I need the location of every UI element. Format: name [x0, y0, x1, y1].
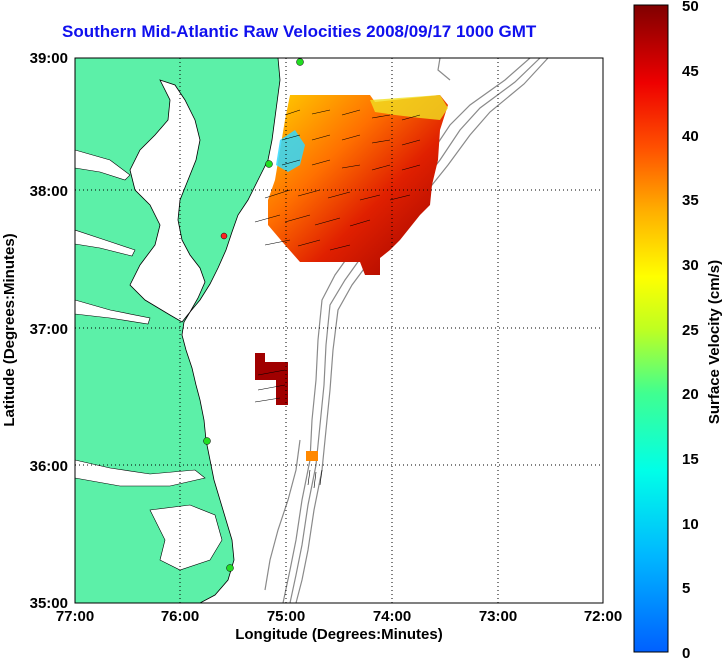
- colorbar-ticks: 50 45 40 35 30 25 20 15 10 5 0: [682, 0, 699, 659]
- river-inlet: [75, 299, 151, 325]
- x-axis-ticks: 77:00 76:00 75:00 74:00 73:00 72:00: [56, 608, 622, 625]
- y-tick-label: 38:00: [30, 183, 68, 200]
- x-tick-label: 77:00: [56, 608, 94, 625]
- station-marker-red: [220, 232, 228, 240]
- land-mass: [75, 58, 281, 603]
- y-tick-label: 35:00: [30, 595, 68, 612]
- colorbar-tick-label: 50: [682, 0, 699, 15]
- colorbar-tick-label: 40: [682, 128, 699, 145]
- y-tick-label: 37:00: [30, 321, 68, 338]
- x-axis-label: Longitude (Degrees:Minutes): [235, 626, 443, 643]
- x-tick-label: 72:00: [584, 608, 622, 625]
- colorbar-tick-label: 10: [682, 516, 699, 533]
- colorbar-tick-label: 20: [682, 386, 699, 403]
- velocity-patch-cool: [276, 130, 305, 172]
- colorbar-tick-label: 25: [682, 322, 699, 339]
- velocity-patch-yellow: [370, 95, 448, 120]
- y-axis-label: Latitude (Degrees:Minutes): [1, 233, 18, 426]
- plot-frame: [74, 57, 604, 604]
- x-tick-label: 73:00: [479, 608, 517, 625]
- station-markers: [203, 58, 304, 572]
- colorbar-tick-label: 0: [682, 645, 690, 659]
- velocity-patch-south: [255, 353, 288, 405]
- colorbar-tick-label: 15: [682, 451, 699, 468]
- x-tick-label: 74:00: [373, 608, 411, 625]
- map-title: Southern Mid-Atlantic Raw Velocities 200…: [62, 22, 537, 41]
- x-tick-label: 75:00: [267, 608, 305, 625]
- bathymetry-contours: [264, 58, 549, 603]
- colorbar-tick-label: 35: [682, 192, 699, 209]
- station-marker: [203, 437, 211, 445]
- river-inlet: [75, 149, 131, 181]
- colorbar-tick-label: 45: [682, 63, 699, 80]
- velocity-patch-small: [306, 451, 318, 461]
- y-tick-label: 36:00: [30, 458, 68, 475]
- colorbar-tick-label: 5: [682, 580, 690, 597]
- velocity-arrows: [254, 109, 421, 489]
- x-tick-label: 76:00: [161, 608, 199, 625]
- chesapeake-bay: [129, 79, 206, 323]
- y-axis-ticks: 39:00 38:00 37:00 36:00 35:00: [30, 50, 68, 612]
- pamlico-sound: [149, 504, 223, 571]
- y-tick-label: 39:00: [30, 50, 68, 67]
- colorbar-label: Surface Velocity (cm/s): [706, 260, 723, 424]
- grid-lines: [75, 58, 603, 603]
- colorbar: [633, 4, 669, 653]
- colorbar-tick-label: 30: [682, 257, 699, 274]
- station-marker: [265, 160, 273, 168]
- albemarle-sound: [75, 459, 206, 487]
- station-marker: [226, 564, 234, 572]
- station-marker: [296, 58, 304, 66]
- river-inlet: [75, 229, 136, 257]
